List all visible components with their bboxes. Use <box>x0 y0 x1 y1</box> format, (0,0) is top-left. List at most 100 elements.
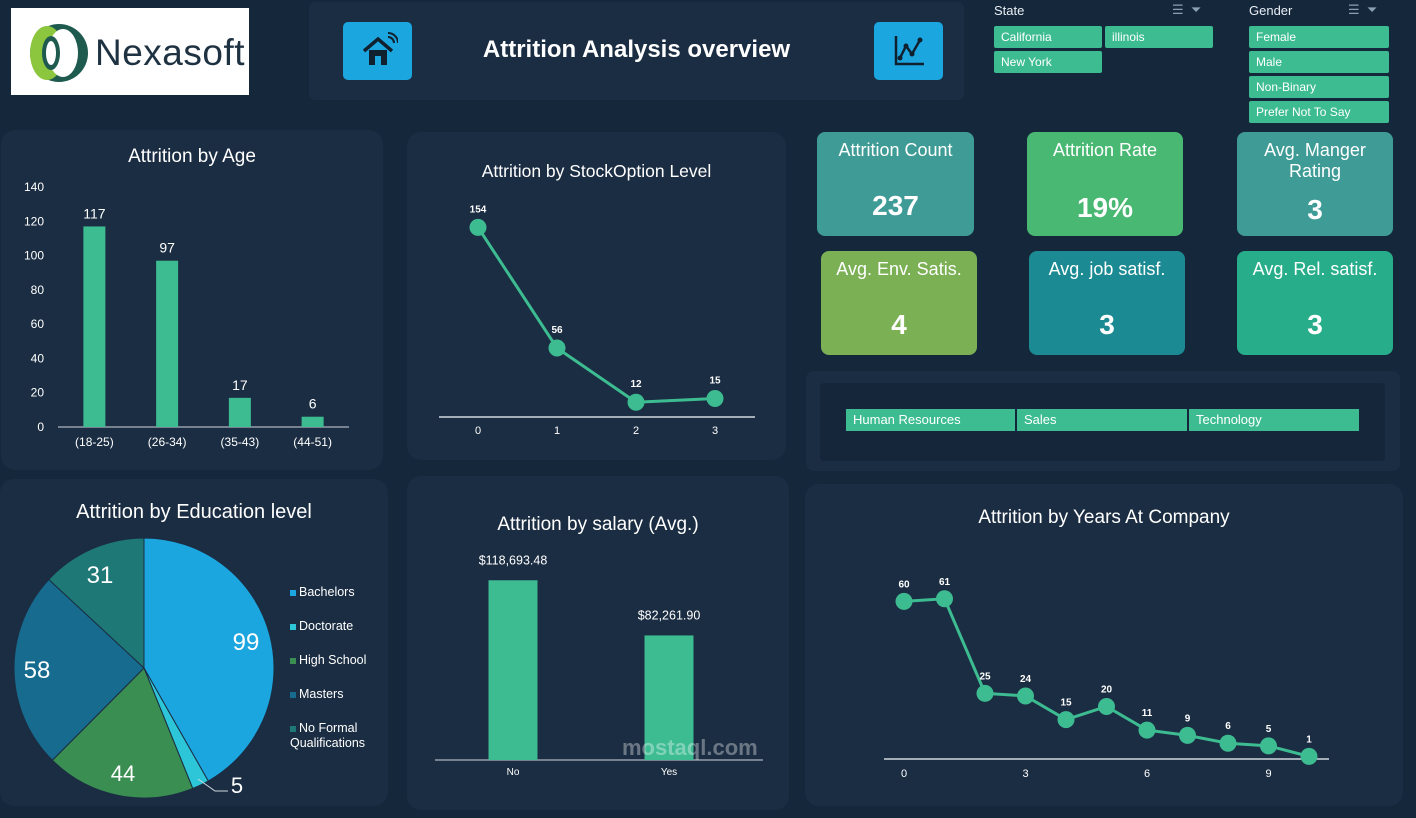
data-point <box>1179 726 1196 744</box>
department-chip[interactable]: Sales <box>1017 409 1187 431</box>
y-tick-label: 60 <box>31 317 45 331</box>
x-tick-label: (18-25) <box>75 435 114 449</box>
y-tick-label: 100 <box>24 249 44 263</box>
x-tick-label: 0 <box>475 425 481 437</box>
education-chart-card: Attrition by Education level 99 5 44 58 31 B… <box>0 479 388 806</box>
bar <box>228 397 251 427</box>
kpi-value: 237 <box>872 190 919 221</box>
x-tick-label: 6 <box>1144 768 1150 780</box>
data-point <box>1300 747 1318 765</box>
department-chip[interactable]: Technology <box>1189 409 1359 431</box>
home-button[interactable] <box>343 22 412 80</box>
stock-chart-card: Attrition by StockOption Level 154 0 56 1 12… <box>407 132 786 460</box>
kpi-label: Avg. Manger Rating <box>1264 140 1366 181</box>
salary-bar-chart: $118,693.48 No $82,261.90 Yes <box>435 553 763 778</box>
years-chart-card: Attrition by Years At Company 60 61 25 24 15… <box>805 484 1403 806</box>
data-label: 17 <box>232 377 248 393</box>
data-label: 44 <box>111 761 135 786</box>
multi-select-icon[interactable]: ☰ <box>1172 2 1184 17</box>
x-tick-label: 3 <box>712 425 718 437</box>
kpi-attrition-rate: Attrition Rate 19% <box>1027 132 1183 236</box>
data-label: 31 <box>87 562 114 589</box>
data-label: 56 <box>551 325 563 336</box>
kpi-label: Avg. Env. Satis. <box>836 259 962 279</box>
education-chart-title: Attrition by Education level <box>76 501 312 523</box>
header-panel: Attrition Analysis overview <box>309 2 964 100</box>
data-point <box>895 592 913 610</box>
data-label: 1 <box>1306 734 1312 745</box>
legend-label: Masters <box>299 687 344 701</box>
legend-item: Masters <box>290 687 343 701</box>
clear-filter-icon[interactable]: ⏷ <box>1190 2 1202 17</box>
legend-swatch <box>290 691 296 698</box>
x-tick-label: (44-51) <box>293 435 332 449</box>
legend-item: Doctorate <box>290 619 353 633</box>
data-label: $82,261.90 <box>638 608 701 622</box>
company-logo: Nexasoft <box>11 8 249 95</box>
clear-filter-icon[interactable]: ⏷ <box>1366 2 1378 17</box>
legend-label: Bachelors <box>299 585 355 599</box>
y-tick-label: 120 <box>24 214 44 228</box>
state-slicer-icons: ☰ ⏷ <box>1172 2 1201 18</box>
pie-slice <box>51 667 194 799</box>
data-label: 97 <box>159 240 175 256</box>
x-tick-label: (26-34) <box>148 435 187 449</box>
pie-slice <box>13 578 145 761</box>
data-point <box>1260 737 1277 755</box>
kpi-attrition-count: Attrition Count 237 <box>817 132 974 236</box>
department-slicer-inner: Human Resources Sales Technology <box>820 383 1385 461</box>
gender-slicer-title: Gender <box>1249 3 1293 18</box>
legend-swatch <box>290 623 296 630</box>
stock-chart-title: Attrition by StockOption Level <box>481 161 712 181</box>
y-tick-label: 40 <box>31 351 45 365</box>
data-label: 6 <box>309 396 317 412</box>
gender-chip[interactable]: Non-Binary <box>1249 76 1389 98</box>
bar <box>488 580 538 760</box>
kpi-label: Attrition Rate <box>1052 140 1158 160</box>
data-label: 58 <box>24 657 51 684</box>
y-tick-label: 140 <box>24 180 44 194</box>
gender-chip[interactable]: Prefer Not To Say <box>1249 101 1389 123</box>
department-slicer: Human Resources Sales Technology <box>806 371 1400 471</box>
data-point <box>627 393 645 411</box>
data-label: 25 <box>979 671 991 682</box>
salary-chart-title: Attrition by salary (Avg.) <box>497 514 699 535</box>
watermark-text: mostaql.com <box>622 735 758 760</box>
kpi-value: 4 <box>891 309 907 340</box>
legend-item: Bachelors <box>290 585 355 599</box>
data-label: 154 <box>470 204 487 215</box>
multi-select-icon[interactable]: ☰ <box>1348 2 1360 17</box>
gender-chip[interactable]: Female <box>1249 26 1389 48</box>
x-tick-label: No <box>507 767 520 778</box>
legend-label: Doctorate <box>299 619 354 633</box>
x-tick-label: 0 <box>901 768 907 780</box>
bar <box>301 416 324 427</box>
data-label: 20 <box>1101 684 1113 695</box>
bar <box>156 260 179 427</box>
y-tick-label: 80 <box>31 283 45 297</box>
gender-chip[interactable]: Male <box>1249 51 1389 73</box>
logo-text: Nexasoft <box>95 32 246 73</box>
data-point <box>976 684 994 702</box>
age-chart-card: Attrition by Age 0 20 40 60 80 100 120 140 117 (1… <box>1 130 383 470</box>
data-label: 6 <box>1225 721 1231 732</box>
pie-slice <box>143 537 275 782</box>
department-chip[interactable]: Human Resources <box>846 409 1015 431</box>
data-point <box>706 390 724 408</box>
line-chart-icon <box>894 36 924 66</box>
data-point <box>1057 711 1075 729</box>
legend-swatch <box>290 657 296 664</box>
chart-button[interactable] <box>874 22 943 80</box>
state-chip[interactable]: California <box>994 26 1102 48</box>
data-label: 5 <box>1266 724 1272 735</box>
x-tick-label: (35-43) <box>221 435 260 449</box>
data-point <box>469 218 487 236</box>
logo-mark-icon <box>30 24 88 82</box>
home-icon <box>362 32 398 65</box>
kpi-value: 3 <box>1307 194 1323 225</box>
kpi-value: 3 <box>1099 309 1115 340</box>
state-chip[interactable]: New York <box>994 51 1102 73</box>
data-point <box>1098 697 1115 715</box>
state-chip[interactable]: illinois <box>1105 26 1213 48</box>
data-label: 12 <box>630 379 642 390</box>
